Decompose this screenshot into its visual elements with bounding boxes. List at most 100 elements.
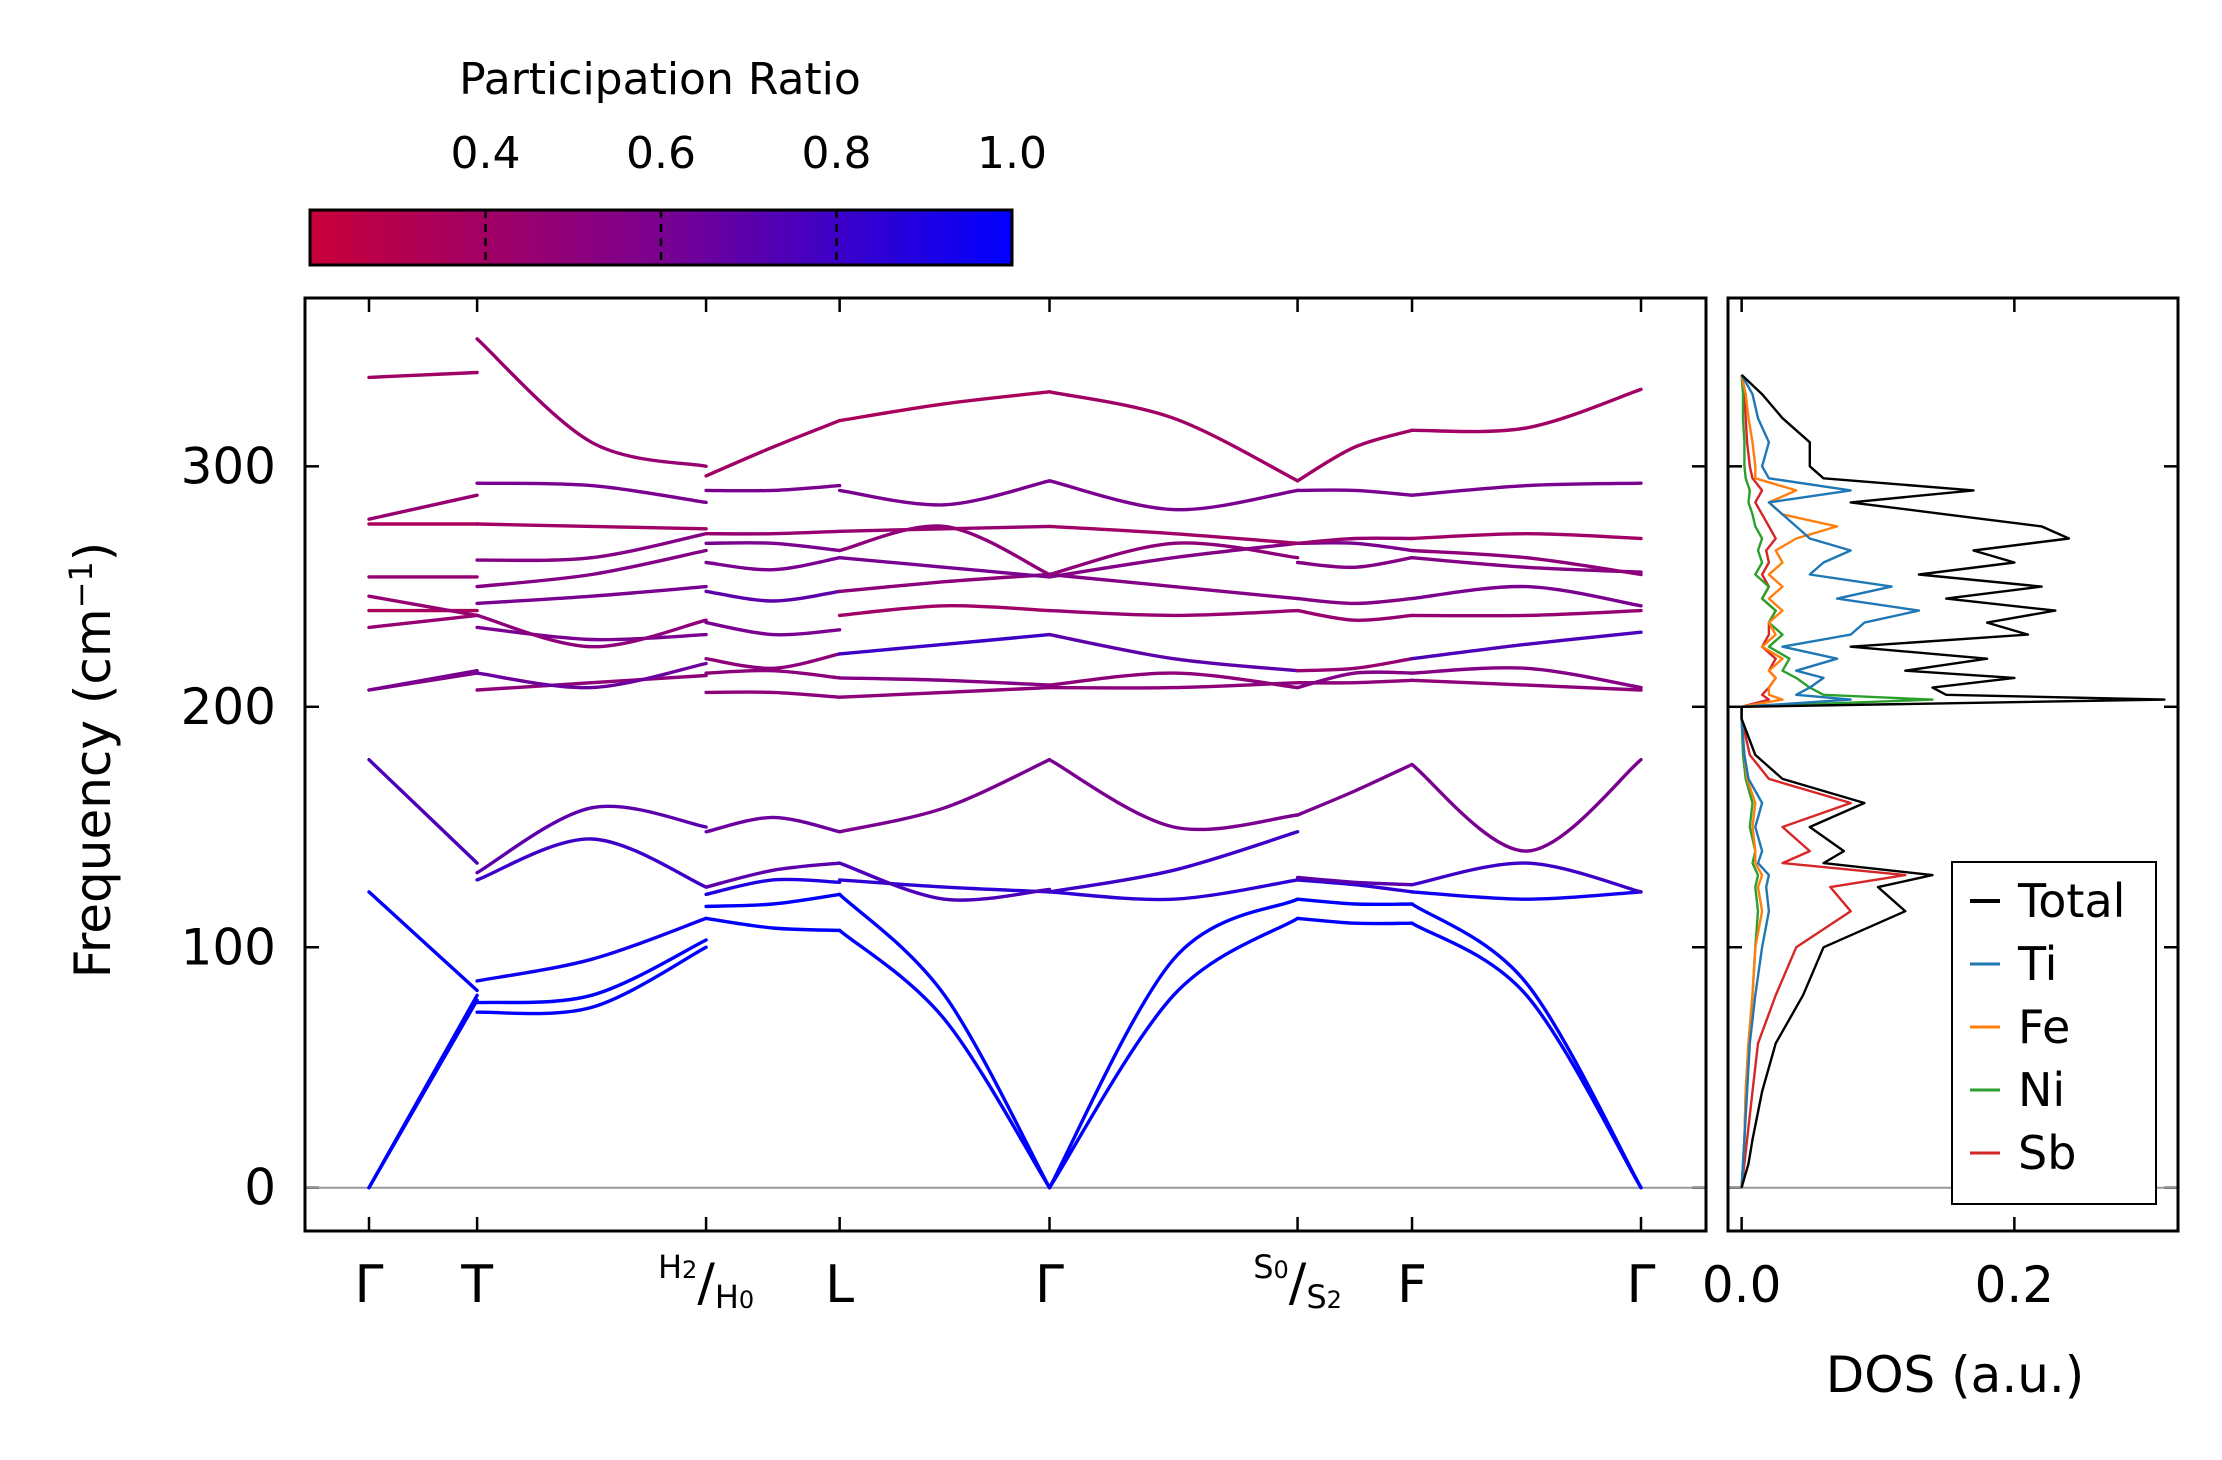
phonon-band bbox=[1047, 916, 1300, 1190]
y-tick-label: 300 bbox=[181, 437, 276, 495]
phonon-band bbox=[704, 529, 842, 536]
phonon-band bbox=[1410, 861, 1643, 894]
phonon-band bbox=[475, 522, 708, 531]
colorbar-tick-label: 0.8 bbox=[802, 128, 872, 179]
colorbar: Participation Ratio 0.4 0.6 0.8 1.0 bbox=[308, 54, 1047, 267]
phonon-band bbox=[1047, 541, 1300, 577]
phonon-band bbox=[837, 479, 1052, 507]
legend-frame bbox=[1951, 861, 2157, 1205]
band-lines bbox=[367, 337, 1643, 1190]
colorbar-tick-label: 0.4 bbox=[451, 128, 521, 179]
colorbar-tick-labels: 0.4 0.6 0.8 1.0 bbox=[451, 128, 1047, 179]
phonon-band bbox=[1410, 630, 1643, 661]
dos-panel: 0.0 0.2 DOS (a.u.) Total Ti Fe Ni Sb bbox=[1702, 296, 2180, 1404]
phonon-band bbox=[367, 669, 479, 692]
x-tick-label: Γ bbox=[1035, 1255, 1064, 1315]
phonon-band bbox=[1410, 548, 1643, 577]
phonon-band bbox=[475, 481, 708, 505]
colorbar-ticks bbox=[484, 210, 838, 265]
phonon-band bbox=[1047, 524, 1300, 545]
dos-axes-frame bbox=[1726, 296, 2180, 1233]
phonon-band bbox=[1295, 657, 1414, 673]
phonon-band bbox=[367, 613, 479, 630]
phonon-band bbox=[1410, 584, 1643, 608]
y-axis-label: Frequency (cm−1) bbox=[62, 542, 122, 979]
phonon-band bbox=[1047, 671, 1300, 690]
band-axes-frame bbox=[303, 296, 1708, 1233]
phonon-band bbox=[475, 837, 708, 889]
band-x-ticks: Γ T H2/H0 L Γ S0/S2 F Γ bbox=[355, 298, 1656, 1316]
dos-series-ni bbox=[1740, 374, 1934, 1188]
phonon-band bbox=[475, 548, 708, 589]
phonon-band bbox=[837, 685, 1052, 699]
phonon-band bbox=[837, 604, 1052, 618]
x-tick-label-split: S0/S2 bbox=[1253, 1248, 1342, 1316]
phonon-band bbox=[704, 690, 842, 699]
phonon-band bbox=[367, 890, 479, 993]
x-tick-label: T bbox=[460, 1255, 493, 1315]
phonon-band bbox=[1295, 608, 1414, 622]
phonon-band bbox=[837, 524, 1052, 577]
phonon-band bbox=[837, 928, 1052, 1190]
phonon-band bbox=[475, 661, 708, 690]
colorbar-tick-label: 0.6 bbox=[626, 128, 696, 179]
phonon-band bbox=[1410, 902, 1643, 1190]
phonon-band bbox=[475, 584, 708, 606]
phonon-band bbox=[1047, 390, 1300, 483]
dos-lines bbox=[1740, 374, 2166, 1189]
phonon-band bbox=[475, 916, 708, 983]
phonon-band bbox=[1047, 632, 1300, 673]
colorbar-title: Participation Ratio bbox=[459, 54, 861, 105]
phonon-band bbox=[704, 483, 842, 493]
phonon-band bbox=[837, 556, 1052, 579]
phonon-band bbox=[475, 938, 708, 1005]
phonon-band bbox=[1295, 596, 1414, 606]
phonon-band bbox=[704, 589, 842, 603]
phonon-band bbox=[1295, 875, 1414, 887]
phonon-band bbox=[704, 892, 842, 909]
phonon-band bbox=[1295, 916, 1414, 926]
phonon-band bbox=[1410, 481, 1643, 497]
phonon-band bbox=[1047, 541, 1300, 579]
phonon-band bbox=[704, 556, 842, 572]
phonon-band bbox=[704, 861, 842, 889]
phonon-band bbox=[1295, 670, 1414, 690]
phonon-band bbox=[837, 390, 1052, 423]
phonon-band bbox=[1410, 890, 1643, 901]
dos-series-sb bbox=[1740, 374, 1907, 1188]
x-tick-label: Γ bbox=[355, 1255, 384, 1315]
phonon-band bbox=[1410, 387, 1643, 434]
dos-x-ticks: 0.0 0.2 bbox=[1702, 298, 2054, 1314]
phonon-band bbox=[704, 652, 842, 671]
x-tick-label: Γ bbox=[1627, 1255, 1656, 1315]
phonon-band bbox=[704, 916, 842, 933]
phonon-band bbox=[1410, 532, 1643, 541]
dos-x-axis-label: DOS (a.u.) bbox=[1826, 1346, 2085, 1404]
phonon-band bbox=[475, 532, 708, 563]
dos-x-tick-label: 0.2 bbox=[1975, 1256, 2055, 1314]
phonon-band bbox=[475, 945, 708, 1016]
legend-label: Sb bbox=[2018, 1126, 2076, 1180]
phonon-band bbox=[367, 493, 479, 521]
phonon-band bbox=[704, 877, 842, 897]
legend-label: Ti bbox=[2017, 937, 2057, 991]
phonon-band bbox=[367, 998, 479, 1190]
y-tick-label: 0 bbox=[244, 1159, 276, 1217]
phonon-band bbox=[1295, 897, 1414, 907]
phonon-band bbox=[704, 620, 842, 637]
phonon-band bbox=[475, 673, 708, 692]
phonon-band bbox=[1295, 536, 1414, 545]
phonon-band bbox=[1047, 758, 1300, 832]
phonon-band bbox=[1295, 762, 1414, 817]
phonon-band bbox=[837, 632, 1052, 656]
y-tick-label: 100 bbox=[181, 918, 276, 976]
phonon-band bbox=[704, 668, 842, 680]
phonon-band bbox=[367, 370, 479, 380]
phonon-band bbox=[837, 676, 1052, 687]
phonon-band bbox=[367, 758, 479, 865]
phonon-band bbox=[704, 541, 842, 553]
y-tick-label: 200 bbox=[181, 678, 276, 736]
band-structure-panel: Frequency (cm−1) 0 100 200 300 Γ T H2/H0 L Γ S0/… bbox=[62, 296, 1708, 1316]
phonon-band bbox=[475, 625, 708, 642]
phonon-band bbox=[1410, 666, 1643, 690]
